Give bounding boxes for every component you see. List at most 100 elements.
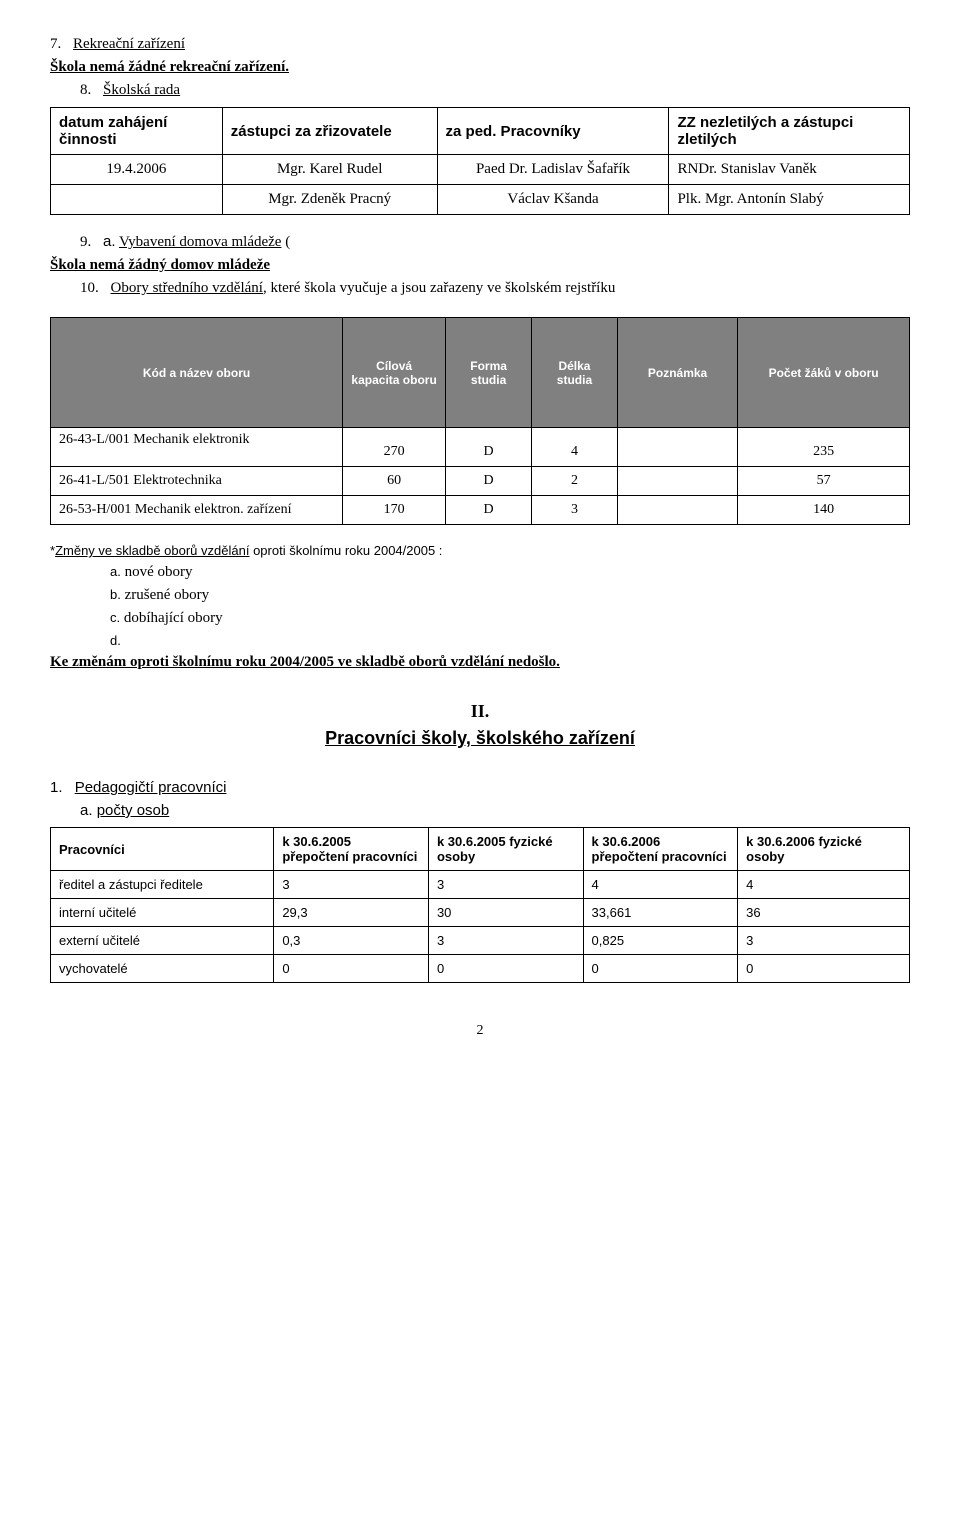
obory-note [617, 428, 737, 467]
workers-h3: k 30.6.2005 fyzické osoby [428, 828, 583, 871]
ped-title: Pedagogičtí pracovníci [75, 779, 227, 796]
workers-header-row: Pracovníci k 30.6.2005 přepočtení pracov… [51, 828, 910, 871]
obory-h2: Cílová kapacita oboru [343, 318, 446, 428]
obory-count: 235 [738, 428, 910, 467]
sec9-title: Vybavení domova mládeže [119, 234, 281, 250]
obory-form: D [446, 467, 532, 496]
obory-len: 4 [532, 428, 618, 467]
obory-h5: Poznámka [617, 318, 737, 428]
obory-name: 26-43-L/001 Mechanik elektronik [51, 428, 343, 467]
change-b-text: zrušené obory [125, 587, 210, 603]
workers-h2: k 30.6.2005 přepočtení pracovníci [274, 828, 429, 871]
council-h2: zástupci za zřizovatele [222, 108, 437, 155]
change-d: d. [110, 633, 910, 648]
obory-header-row: Kód a název oboru Cílová kapacita oboru … [51, 318, 910, 428]
workers-v1: 0 [274, 955, 429, 983]
changes-summary: Ke změnám oproti školnímu roku 2004/2005… [50, 654, 910, 671]
workers-v2: 30 [428, 899, 583, 927]
council-cell: Mgr. Zdeněk Pracný [222, 185, 437, 215]
obory-row: 26-53-H/001 Mechanik elektron. zařízení … [51, 496, 910, 525]
workers-h5: k 30.6.2006 fyzické osoby [738, 828, 910, 871]
part2-title: Pracovníci školy, školského zařízení [50, 728, 910, 749]
sec9-num: 9. [80, 234, 91, 251]
ped-heading: 1. Pedagogičtí pracovníci [50, 779, 910, 796]
workers-label: ředitel a zástupci ředitele [51, 871, 274, 899]
workers-row: vychovatelé 0 0 0 0 [51, 955, 910, 983]
workers-v4: 0 [738, 955, 910, 983]
workers-label: vychovatelé [51, 955, 274, 983]
sec7-text: Škola nemá žádné rekreační zařízení. [50, 59, 910, 76]
workers-label: externí učitelé [51, 927, 274, 955]
sec7-num: 7. [50, 36, 61, 53]
change-b-lead: b. [110, 587, 121, 602]
workers-table: Pracovníci k 30.6.2005 přepočtení pracov… [50, 827, 910, 983]
obory-form: D [446, 496, 532, 525]
sec9-text: Škola nemá žádný domov mládeže [50, 257, 910, 274]
council-cell: RNDr. Stanislav Vaněk [669, 155, 910, 185]
change-a-text: nové obory [125, 564, 193, 580]
council-row: Mgr. Zdeněk Pracný Václav Kšanda Plk. Mg… [51, 185, 910, 215]
workers-row: ředitel a zástupci ředitele 3 3 4 4 [51, 871, 910, 899]
council-cell: Plk. Mgr. Antonín Slabý [669, 185, 910, 215]
workers-v2: 0 [428, 955, 583, 983]
obory-len: 2 [532, 467, 618, 496]
workers-row: interní učitelé 29,3 30 33,661 36 [51, 899, 910, 927]
council-cell: Mgr. Karel Rudel [222, 155, 437, 185]
council-cell: Václav Kšanda [437, 185, 669, 215]
part2-roman: II. [50, 701, 910, 722]
workers-v1: 0,3 [274, 927, 429, 955]
obory-note [617, 467, 737, 496]
sec8-num: 8. [80, 82, 91, 99]
obory-len: 3 [532, 496, 618, 525]
changes-rest: oproti školnímu roku 2004/2005 : [249, 543, 442, 558]
council-table: datum zahájení činnosti zástupci za zřiz… [50, 107, 910, 215]
council-date: 19.4.2006 [51, 155, 223, 185]
council-h4: ZZ nezletilých a zástupci zletilých [669, 108, 910, 155]
workers-v4: 36 [738, 899, 910, 927]
sec8-heading: 8. Školská rada [80, 82, 910, 99]
change-b: b. zrušené obory [110, 587, 910, 604]
obory-h6: Počet žáků v oboru [738, 318, 910, 428]
workers-v3: 4 [583, 871, 738, 899]
workers-v2: 3 [428, 927, 583, 955]
sec7-heading: 7. Rekreační zařízení [50, 36, 910, 53]
sec10-num: 10. [80, 280, 99, 297]
obory-cap: 170 [343, 496, 446, 525]
workers-v1: 3 [274, 871, 429, 899]
obory-h3: Forma studia [446, 318, 532, 428]
change-c-lead: c. [110, 610, 120, 625]
obory-count: 57 [738, 467, 910, 496]
obory-cap: 60 [343, 467, 446, 496]
workers-v1: 29,3 [274, 899, 429, 927]
workers-v3: 33,661 [583, 899, 738, 927]
council-h1: datum zahájení činnosti [51, 108, 223, 155]
change-a: a. nové obory [110, 564, 910, 581]
obory-row: 26-41-L/501 Elektrotechnika 60 D 2 57 [51, 467, 910, 496]
obory-note [617, 496, 737, 525]
sec10-rest: , které škola vyučuje a jsou zařazeny ve… [263, 280, 615, 296]
workers-v3: 0,825 [583, 927, 738, 955]
sec9-heading: 9. a. Vybavení domova mládeže ( [80, 233, 910, 251]
sec9-lead: a. [103, 233, 116, 250]
sec8-title: Školská rada [103, 82, 180, 98]
sec10-title: Obory středního vzdělání [111, 280, 263, 296]
ped-sub-a: a. počty osob [80, 802, 910, 819]
change-a-lead: a. [110, 564, 121, 579]
changes-title: Změny ve skladbě oborů vzdělání [55, 543, 249, 558]
workers-v3: 0 [583, 955, 738, 983]
workers-v4: 3 [738, 927, 910, 955]
ped-sub-a-lead: a. [80, 802, 93, 819]
sec9-paren: ( [285, 234, 290, 250]
obory-h4: Délka studia [532, 318, 618, 428]
ped-num: 1. [50, 779, 63, 796]
obory-form: D [446, 428, 532, 467]
workers-row: externí učitelé 0,3 3 0,825 3 [51, 927, 910, 955]
council-cell: Paed Dr. Ladislav Šafařík [437, 155, 669, 185]
workers-h4: k 30.6.2006 přepočtení pracovníci [583, 828, 738, 871]
council-cell [51, 185, 223, 215]
council-header-row: datum zahájení činnosti zástupci za zřiz… [51, 108, 910, 155]
workers-v2: 3 [428, 871, 583, 899]
obory-h1: Kód a název oboru [51, 318, 343, 428]
council-h3: za ped. Pracovníky [437, 108, 669, 155]
workers-h1: Pracovníci [51, 828, 274, 871]
